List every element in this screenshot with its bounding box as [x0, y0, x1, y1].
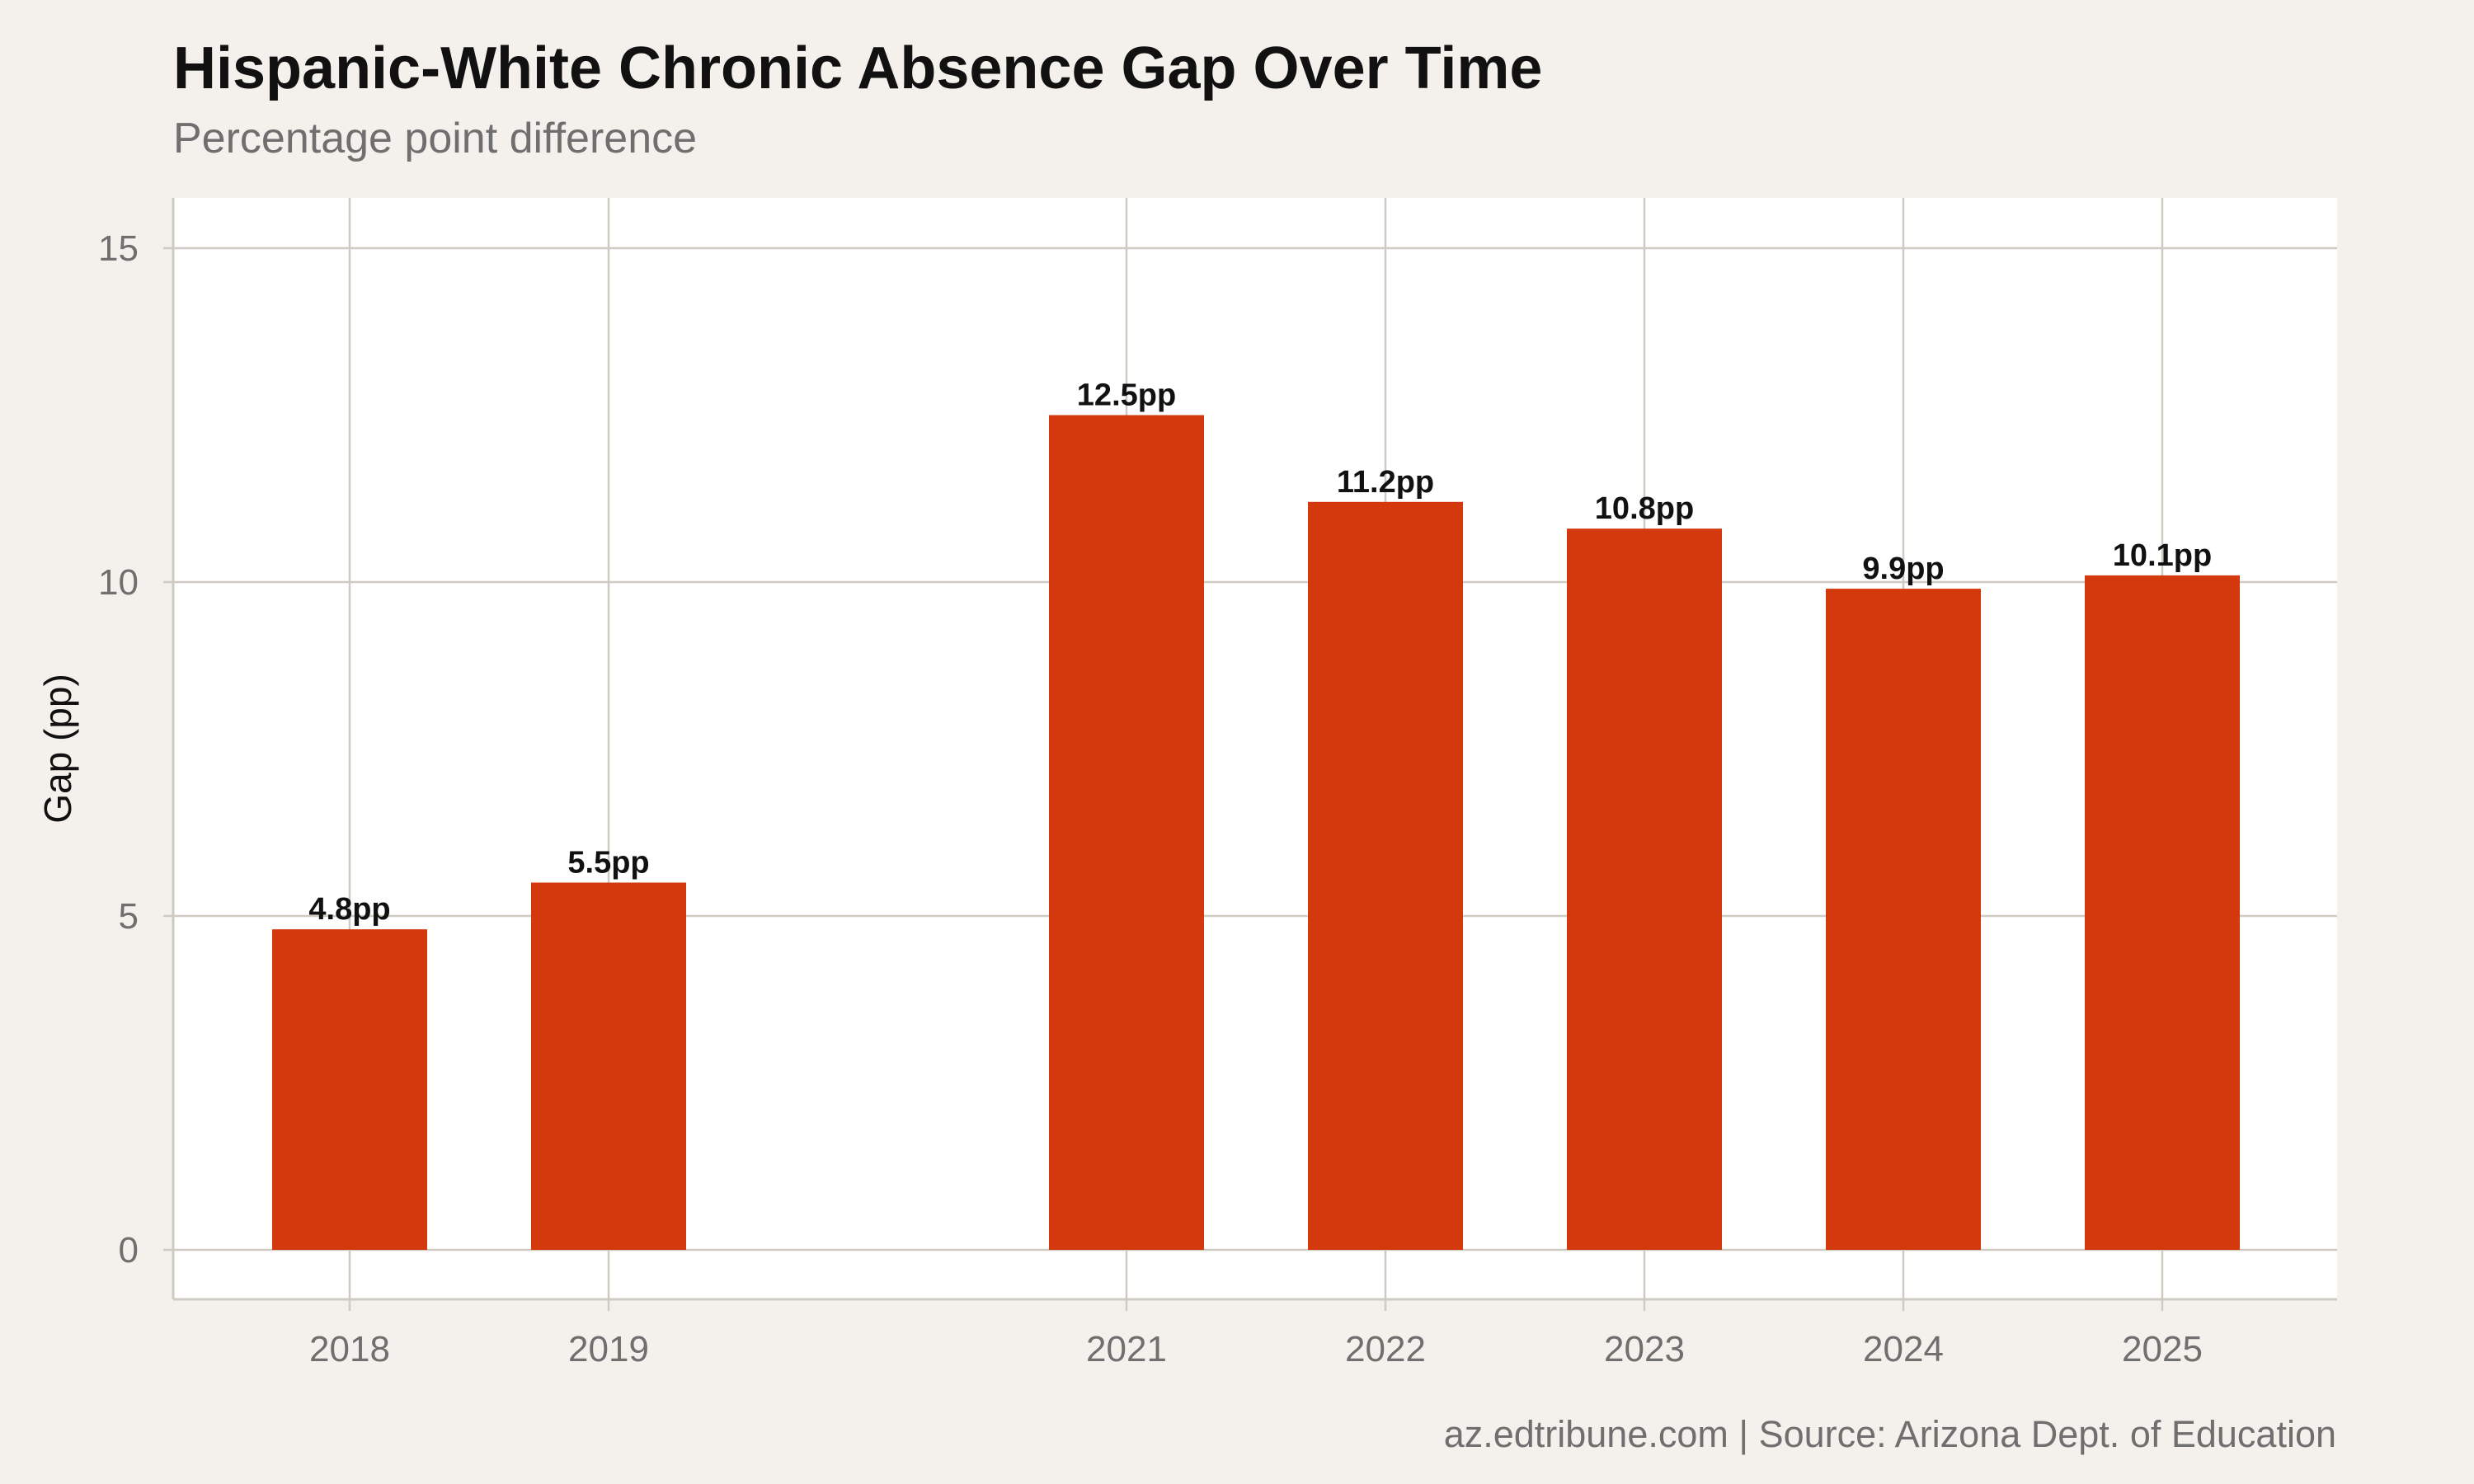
x-tick-label: 2022	[1345, 1329, 1426, 1369]
y-tick-label: 10	[98, 562, 139, 603]
bar	[272, 929, 427, 1250]
bar	[531, 882, 686, 1250]
data-labels-group: 4.8pp 5.5pp 12.5pp 11.2pp 10.8pp 9.9pp 10.1pp	[308, 378, 2212, 928]
bar	[1049, 415, 1204, 1250]
bar-value-label: 10.8pp	[1595, 491, 1694, 526]
y-tick-label: 15	[98, 228, 139, 269]
x-tick-label: 2018	[309, 1329, 390, 1369]
plot-panel	[173, 198, 2337, 1299]
bar	[1308, 501, 1463, 1250]
x-tick-labels: 2018 2019 2021 2022 2023 2024 2025	[309, 1329, 2203, 1369]
bar-value-label: 4.8pp	[308, 892, 390, 927]
source-caption: az.edtribune.com | Source: Arizona Dept.…	[1443, 1413, 2336, 1455]
bar-value-label: 9.9pp	[1862, 552, 1944, 586]
y-tick-label: 0	[119, 1230, 139, 1270]
bar-value-label: 11.2pp	[1337, 465, 1434, 500]
bars-group	[272, 415, 2240, 1250]
x-tick-label: 2024	[1863, 1329, 1944, 1369]
bar	[1567, 528, 1722, 1250]
bar	[2085, 575, 2240, 1250]
bar-value-label: 10.1pp	[2113, 538, 2212, 573]
bar-value-label: 12.5pp	[1077, 378, 1176, 413]
x-tick-label: 2019	[568, 1329, 649, 1369]
x-tick-label: 2023	[1604, 1329, 1685, 1369]
chart-title: Hispanic-White Chronic Absence Gap Over …	[173, 35, 1543, 101]
y-tick-label: 5	[119, 896, 139, 937]
axis-lines	[172, 198, 2337, 1301]
bar	[1826, 589, 1981, 1250]
x-tick-label: 2021	[1086, 1329, 1167, 1369]
bar-value-label: 5.5pp	[567, 846, 649, 881]
y-tick-labels: 0 5 10 15	[98, 228, 139, 1270]
x-tick-label: 2025	[2122, 1329, 2203, 1369]
y-axis-label: Gap (pp)	[36, 674, 79, 824]
chart-subtitle: Percentage point difference	[173, 115, 698, 162]
